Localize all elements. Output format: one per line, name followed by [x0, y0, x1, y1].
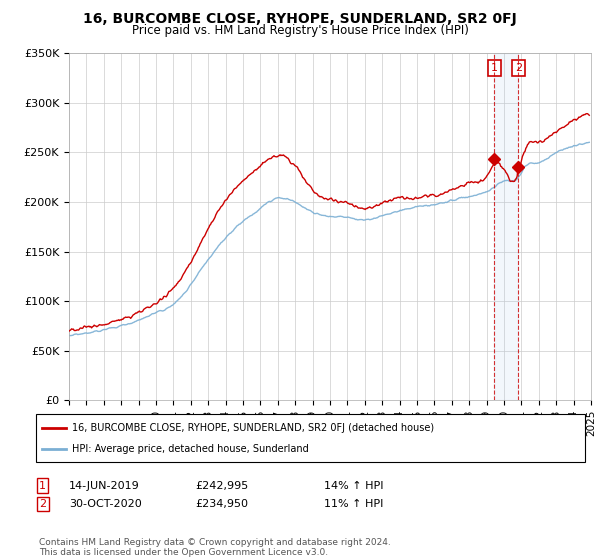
Text: £234,950: £234,950: [195, 499, 248, 509]
Text: 2: 2: [515, 63, 522, 73]
Text: 11% ↑ HPI: 11% ↑ HPI: [324, 499, 383, 509]
Text: 2: 2: [39, 499, 46, 509]
Text: 1: 1: [39, 480, 46, 491]
Text: Price paid vs. HM Land Registry's House Price Index (HPI): Price paid vs. HM Land Registry's House …: [131, 24, 469, 36]
Bar: [494, 53, 518, 400]
Text: 16, BURCOMBE CLOSE, RYHOPE, SUNDERLAND, SR2 0FJ (detached house): 16, BURCOMBE CLOSE, RYHOPE, SUNDERLAND, …: [72, 423, 434, 433]
Text: 30-OCT-2020: 30-OCT-2020: [69, 499, 142, 509]
Text: 1: 1: [491, 63, 498, 73]
Text: Contains HM Land Registry data © Crown copyright and database right 2024.
This d: Contains HM Land Registry data © Crown c…: [39, 538, 391, 557]
Text: 14-JUN-2019: 14-JUN-2019: [69, 480, 140, 491]
Text: £242,995: £242,995: [195, 480, 248, 491]
Text: 14% ↑ HPI: 14% ↑ HPI: [324, 480, 383, 491]
Text: HPI: Average price, detached house, Sunderland: HPI: Average price, detached house, Sund…: [72, 444, 309, 454]
Text: 16, BURCOMBE CLOSE, RYHOPE, SUNDERLAND, SR2 0FJ: 16, BURCOMBE CLOSE, RYHOPE, SUNDERLAND, …: [83, 12, 517, 26]
